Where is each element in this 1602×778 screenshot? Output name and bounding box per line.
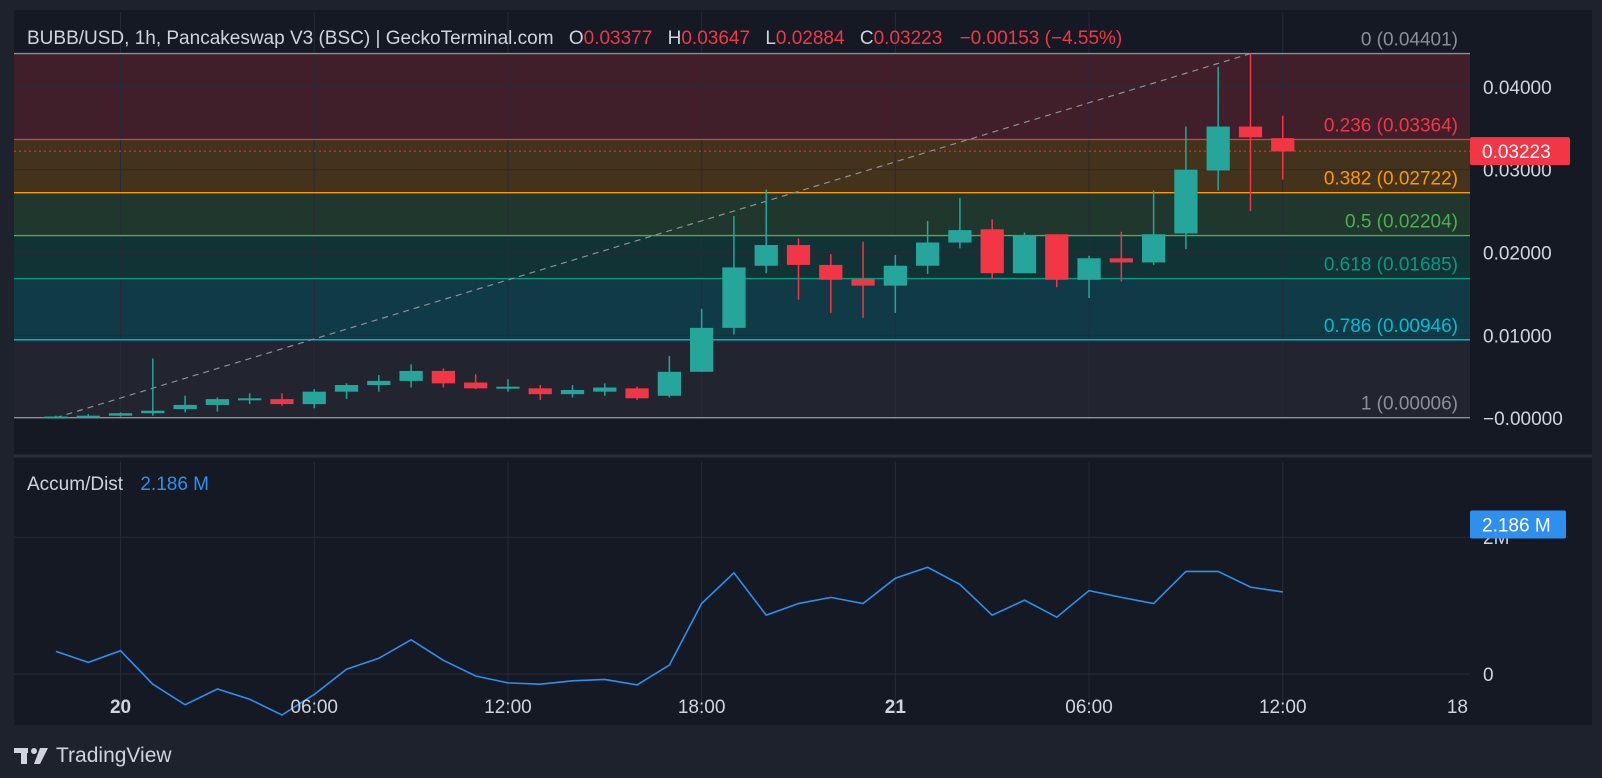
last-price-badge-bg	[1470, 137, 1570, 166]
candle-body	[1238, 126, 1263, 138]
price-tick-label: 0.03000	[1483, 161, 1552, 182]
ad-value-badge-label: 2.186 M	[1482, 515, 1551, 536]
low-value: 0.02884	[776, 28, 845, 49]
ad-title[interactable]: Accum/Dist	[27, 474, 124, 495]
candle-body	[76, 415, 100, 418]
ad-value: 2.186 M	[140, 474, 209, 495]
candle-body	[1206, 126, 1230, 171]
time-tick-label: 06:00	[290, 697, 338, 718]
high-label: H	[668, 28, 682, 49]
candle-body	[141, 410, 165, 414]
fib-zone	[14, 339, 1470, 418]
candles	[44, 53, 1295, 419]
candle-body	[625, 388, 649, 399]
time-tick-label: 20	[110, 697, 131, 718]
candle-body	[528, 388, 552, 395]
price-axis: 0.04000 0.03000 0.02000 0.01000 −0.00000	[1483, 78, 1563, 430]
time-tick-label: 18:00	[678, 697, 726, 718]
fib-zone	[14, 53, 1470, 140]
time-tick-label: 06:00	[1065, 697, 1113, 718]
fib-level-label: 0.618 (0.01685)	[1324, 255, 1458, 276]
candle-body	[431, 370, 455, 384]
candle-body	[593, 387, 617, 392]
fib-level-label: 1 (0.00006)	[1361, 394, 1458, 415]
candle-body	[108, 413, 133, 416]
fib-level-label: 0.5 (0.02204)	[1345, 212, 1458, 233]
candle-body	[1109, 258, 1133, 263]
fib-level-label: 0 (0.04401)	[1361, 30, 1458, 51]
candle-body	[173, 404, 197, 410]
candle-body	[238, 398, 262, 401]
candle-body	[1045, 234, 1069, 280]
fib-level-label: 0.236 (0.03364)	[1324, 115, 1458, 136]
fib-level-labels: 0 (0.04401) 0.236 (0.03364) 0.382 (0.02722…	[1324, 30, 1458, 415]
candle-body	[786, 245, 811, 265]
candle-body	[334, 385, 359, 392]
candle-body	[205, 399, 230, 405]
candle-body	[916, 242, 940, 266]
candle-body	[1012, 235, 1037, 274]
candle-body	[883, 265, 907, 286]
tradingview-icon	[14, 748, 48, 764]
price-tick-label: 0.01000	[1483, 326, 1552, 347]
candle-body	[270, 399, 294, 405]
low-label: L	[765, 28, 776, 49]
accum-dist-line	[55, 566, 1283, 716]
candle-body	[44, 416, 68, 419]
ad-value-badge-bg	[1470, 510, 1566, 539]
price-tick-label: −0.00000	[1483, 409, 1563, 430]
header-legend[interactable]: BUBB/USD, 1h, Pancakeswap V3 (BSC) | Gec…	[27, 28, 1122, 49]
candle-body	[657, 371, 681, 396]
last-price-badge: 0.03223	[1470, 137, 1570, 166]
price-tick-label: 0.02000	[1483, 243, 1552, 264]
close-value: 0.03223	[874, 28, 943, 49]
candle-body	[496, 386, 520, 389]
change-value: −0.00153 (−4.55%)	[960, 28, 1123, 49]
time-tick-label: 21	[885, 697, 907, 718]
time-axis: 20 06:00 12:00 18:00 21 06:00 12:00 18	[110, 697, 1468, 718]
candle-body	[399, 370, 423, 381]
ad-value-badge: 2.186 M	[1470, 510, 1566, 539]
candle-body	[464, 382, 488, 389]
candle-body	[722, 267, 746, 328]
high-value: 0.03647	[681, 28, 750, 49]
candle-body	[1077, 258, 1101, 280]
fib-zone	[14, 192, 1470, 236]
candle-body	[980, 229, 1004, 274]
time-tick-label: 12:00	[484, 697, 532, 718]
candle-body	[367, 380, 391, 386]
open-label: O	[569, 28, 584, 49]
candle-body	[754, 245, 778, 266]
ad-axis: 2M0	[1483, 528, 1509, 686]
close-label: C	[860, 28, 874, 49]
candle-body	[819, 264, 843, 280]
candle-body	[302, 391, 326, 405]
candle-body	[690, 327, 714, 372]
chart-frame	[14, 10, 1592, 725]
time-tick-label: 18	[1447, 697, 1468, 718]
ad-tick-label: 0	[1483, 665, 1494, 686]
open-value: 0.03377	[584, 28, 653, 49]
fib-level-label: 0.382 (0.02722)	[1324, 169, 1458, 190]
ad-legend[interactable]: Accum/Dist 2.186 M	[27, 474, 209, 495]
tradingview-wordmark: TradingView	[56, 744, 172, 767]
candle-body	[1271, 138, 1295, 152]
candle-body	[851, 278, 875, 286]
candle-body	[1174, 169, 1198, 234]
fib-level-label: 0.786 (0.00946)	[1324, 316, 1458, 337]
candle-body	[1141, 234, 1166, 263]
candle-body	[560, 390, 585, 395]
time-tick-label: 12:00	[1259, 697, 1307, 718]
tradingview-logo[interactable]: TradingView	[14, 743, 172, 769]
last-price-label: 0.03223	[1482, 142, 1551, 163]
price-tick-label: 0.04000	[1483, 78, 1552, 99]
candle-body	[948, 230, 972, 243]
ad-grid-lines	[14, 462, 1470, 715]
symbol-info[interactable]: BUBB/USD, 1h, Pancakeswap V3 (BSC) | Gec…	[27, 28, 554, 49]
fib-zone	[14, 139, 1470, 193]
